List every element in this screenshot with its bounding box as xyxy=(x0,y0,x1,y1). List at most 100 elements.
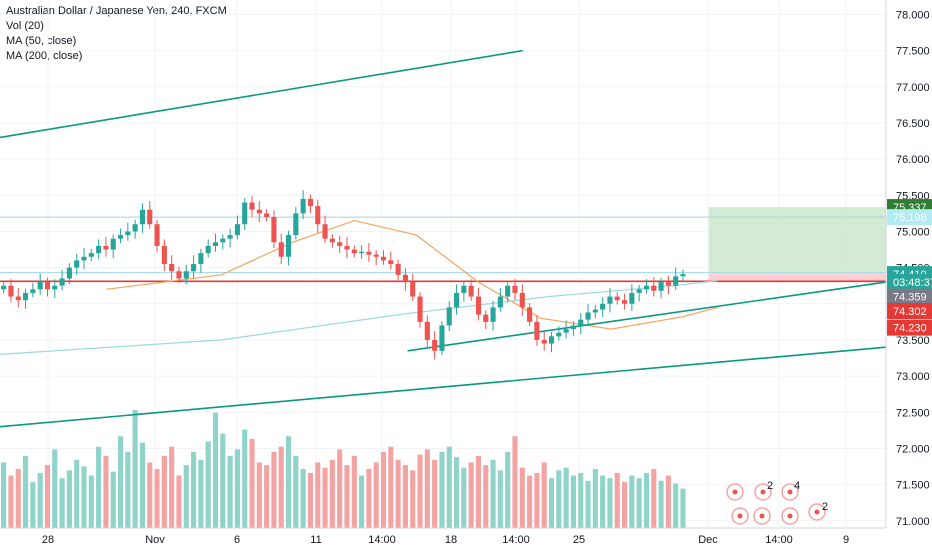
y-tick-label: 77.000 xyxy=(896,82,930,94)
volume-bar xyxy=(139,442,146,528)
candle-body xyxy=(220,238,226,243)
y-tick-label: 77.500 xyxy=(896,46,930,58)
candle-body xyxy=(585,312,591,320)
long-position-tool[interactable] xyxy=(0,207,886,283)
volume-bar xyxy=(651,469,657,528)
candle-body xyxy=(424,321,430,340)
candle-body xyxy=(643,285,650,290)
volume-bar xyxy=(293,455,299,528)
price-tag-label: 75.198 xyxy=(893,212,927,224)
candle-body xyxy=(607,296,613,304)
event-marker-dot xyxy=(787,489,793,495)
volume-bar xyxy=(44,465,51,528)
volume-bar xyxy=(52,449,58,528)
candle-body xyxy=(417,296,423,322)
candle-body xyxy=(44,282,51,290)
candle-body xyxy=(88,253,94,257)
y-tick-label: 76.500 xyxy=(896,118,930,130)
volume-bar xyxy=(490,459,496,528)
candle-body xyxy=(512,285,518,293)
candle-body xyxy=(366,251,372,255)
volume-bar xyxy=(483,465,489,528)
volume-bar xyxy=(548,478,555,528)
candle-body xyxy=(380,256,387,261)
volume-bar xyxy=(234,449,240,528)
volume-bar xyxy=(154,469,160,528)
volume-bar xyxy=(264,465,270,528)
x-tick-label: 25 xyxy=(573,534,585,546)
trend-line xyxy=(0,346,887,428)
volume-bar xyxy=(680,488,686,528)
ma200-indicator-label[interactable]: MA (200, close) xyxy=(6,50,83,62)
volume-bar xyxy=(673,483,679,528)
event-markers[interactable]: 2 4 2 xyxy=(726,480,828,525)
candle-body xyxy=(497,296,503,308)
volume-bar xyxy=(81,466,87,528)
ma50-line xyxy=(106,219,718,330)
volume-indicator-label[interactable]: Vol (20) xyxy=(6,20,44,32)
candle-body xyxy=(1,285,7,290)
candle-body xyxy=(483,314,489,322)
candle-body xyxy=(665,282,671,286)
volume-bar xyxy=(125,451,131,528)
x-tick-label: 11 xyxy=(310,534,321,546)
candle-body xyxy=(570,325,576,330)
x-tick-label: 14:00 xyxy=(765,534,793,546)
volume-bar xyxy=(8,475,14,528)
trend-line xyxy=(0,49,523,139)
volume-bar xyxy=(658,480,664,528)
volume-bar xyxy=(147,462,153,528)
event-count-label: 4 xyxy=(794,480,800,492)
price-tag xyxy=(887,288,932,305)
candle-body xyxy=(490,307,496,322)
candle-body xyxy=(264,213,270,217)
volume-bar xyxy=(424,449,430,528)
y-tick-label: 75.000 xyxy=(896,226,930,238)
candle-body xyxy=(527,307,533,322)
volume-bar xyxy=(212,412,219,528)
stop-zone xyxy=(708,274,886,282)
candle-body xyxy=(351,249,357,254)
moving-averages xyxy=(0,219,718,355)
price-tag-label: 74.359 xyxy=(893,292,927,304)
candle-body xyxy=(81,256,87,261)
candle-body xyxy=(388,260,394,264)
candle-body xyxy=(59,278,65,286)
candle-body xyxy=(169,264,175,272)
candle-body xyxy=(556,332,562,337)
volume-bar xyxy=(205,441,211,528)
candle-body xyxy=(205,245,211,254)
x-tick-label: 14:00 xyxy=(502,534,530,546)
event-marker-dot xyxy=(759,513,765,519)
volume-bar xyxy=(96,446,102,528)
volume-bar xyxy=(585,480,591,528)
candle-body xyxy=(519,292,525,308)
volume-bar xyxy=(315,462,321,528)
volume-bar xyxy=(66,470,72,528)
candle-body xyxy=(453,292,460,308)
candle-body xyxy=(680,274,686,277)
volume-bar xyxy=(256,462,262,528)
event-count-label: 2 xyxy=(822,501,828,513)
candle-body xyxy=(198,253,204,264)
y-tick-label: 72.000 xyxy=(896,443,930,455)
candle-body xyxy=(23,292,29,301)
volume-bar xyxy=(191,451,197,528)
ma50-indicator-label[interactable]: MA (50, close) xyxy=(6,35,77,47)
volume-bar xyxy=(132,410,138,528)
candle-body xyxy=(52,285,58,290)
price-tag-label: 74.230 xyxy=(893,323,927,335)
candle-body xyxy=(212,242,219,246)
candlesticks xyxy=(1,190,686,360)
volume-bar xyxy=(607,478,613,528)
candle-body xyxy=(622,300,628,304)
event-marker-dot xyxy=(814,509,820,515)
volume-bar xyxy=(475,455,482,528)
volume-bar xyxy=(410,470,416,528)
volume-bar xyxy=(417,454,423,528)
candle-body xyxy=(439,325,445,351)
candle-body xyxy=(337,242,343,246)
trend-lines[interactable] xyxy=(0,49,887,428)
volume-bar xyxy=(497,470,503,528)
